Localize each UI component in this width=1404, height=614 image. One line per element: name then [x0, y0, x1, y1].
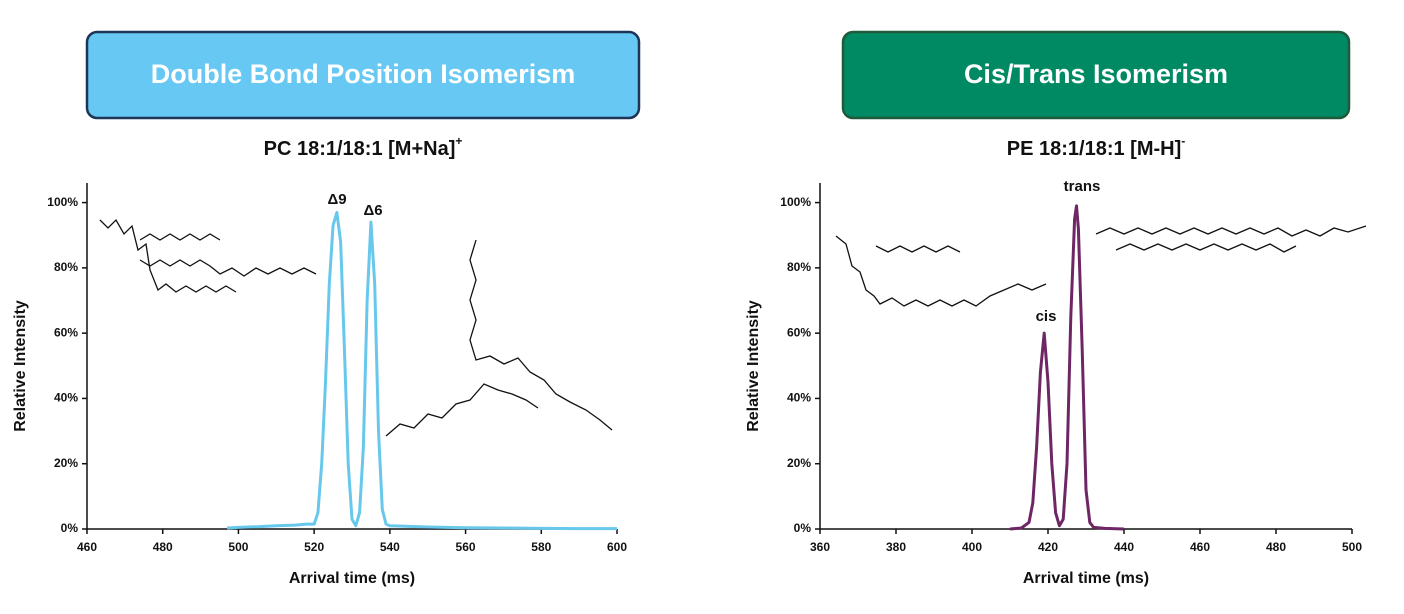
y-tick-label: 40% — [787, 391, 811, 405]
x-tick-label: 560 — [456, 540, 476, 554]
molecule-sketches — [99, 218, 1367, 437]
y-tick-label: 80% — [54, 260, 78, 274]
peak-annotation: cis — [1036, 308, 1057, 325]
molecule — [875, 245, 961, 253]
molecule — [139, 233, 221, 241]
molecule — [385, 383, 539, 437]
title-text: PE 18:1/18:1 [M-H] — [1007, 138, 1182, 160]
header-box — [85, 30, 641, 120]
y-tick-label: 100% — [47, 195, 78, 209]
molecule — [1095, 225, 1367, 237]
y-tick-label: 80% — [787, 260, 811, 274]
x-tick-label: 460 — [1190, 540, 1210, 554]
molecule — [99, 218, 237, 293]
y-tick-label: 60% — [54, 325, 78, 339]
molecule — [139, 259, 317, 277]
x-tick-label: 380 — [886, 540, 906, 554]
peak-annotation: Δ9 — [327, 191, 346, 208]
x-tick-label: 500 — [1342, 540, 1362, 554]
x-tick-label: 580 — [531, 540, 551, 554]
x-axis-label: Arrival time (ms) — [1023, 570, 1149, 587]
data-line — [1009, 204, 1125, 531]
molecule — [835, 235, 1047, 307]
title-text: PC 18:1/18:1 [M+Na] — [264, 138, 456, 160]
x-axis-label: Arrival time (ms) — [289, 570, 415, 587]
x-tick-label: 360 — [810, 540, 830, 554]
x-tick-label: 520 — [304, 540, 324, 554]
y-axis-label: Relative Intensity — [12, 300, 29, 432]
header-box — [841, 30, 1351, 120]
header-text: Double Bond Position Isomerism — [151, 59, 576, 89]
peak-annotation: Δ6 — [363, 202, 382, 219]
x-tick-label: 400 — [962, 540, 982, 554]
molecule — [1115, 243, 1297, 253]
title-charge: - — [1181, 134, 1185, 148]
x-tick-label: 440 — [1114, 540, 1134, 554]
x-tick-label: 600 — [607, 540, 627, 554]
title-charge: + — [455, 134, 462, 148]
y-tick-label: 20% — [787, 456, 811, 470]
x-tick-label: 540 — [380, 540, 400, 554]
y-tick-label: 100% — [780, 195, 811, 209]
molecule — [469, 239, 613, 431]
x-tick-label: 500 — [228, 540, 248, 554]
chart-title: PC 18:1/18:1 [M+Na]+ — [264, 134, 463, 160]
x-tick-label: 480 — [1266, 540, 1286, 554]
y-axis-label: Relative Intensity — [745, 300, 762, 432]
data-line — [226, 210, 617, 531]
peak-annotation: trans — [1064, 178, 1101, 195]
y-tick-label: 0% — [61, 521, 79, 535]
x-tick-label: 420 — [1038, 540, 1058, 554]
x-tick-label: 480 — [153, 540, 173, 554]
chart-title: PE 18:1/18:1 [M-H]- — [1007, 134, 1186, 160]
y-tick-label: 40% — [54, 391, 78, 405]
y-tick-label: 20% — [54, 456, 78, 470]
x-tick-label: 460 — [77, 540, 97, 554]
header-text: Cis/Trans Isomerism — [964, 59, 1228, 89]
y-tick-label: 60% — [787, 325, 811, 339]
y-tick-label: 0% — [794, 521, 812, 535]
